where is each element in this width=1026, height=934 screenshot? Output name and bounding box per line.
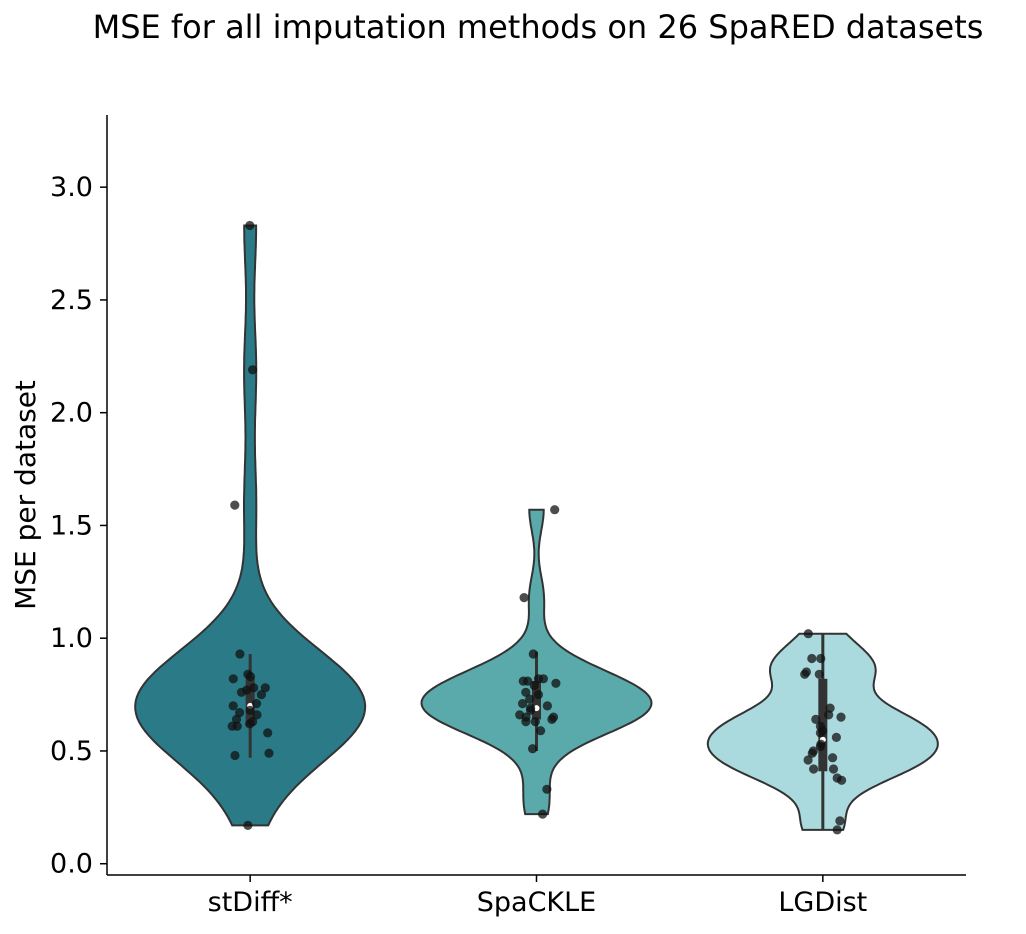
- data-point: [252, 710, 262, 720]
- data-point: [245, 671, 255, 682]
- data-point: [260, 683, 270, 693]
- data-point: [547, 714, 557, 725]
- y-axis-label: MSE per dataset: [9, 380, 42, 610]
- data-point: [536, 726, 546, 736]
- x-tick-label: SpaCKLE: [477, 887, 596, 918]
- data-point: [228, 674, 238, 684]
- data-point: [231, 714, 242, 725]
- data-point: [803, 629, 813, 639]
- violin-stdiff: [134, 224, 367, 827]
- data-point: [828, 764, 839, 774]
- data-point: [230, 500, 240, 510]
- data-point: [518, 699, 528, 709]
- data-point: [542, 784, 552, 794]
- data-point: [519, 593, 529, 603]
- data-point: [814, 669, 824, 679]
- data-point: [835, 816, 845, 826]
- data-point: [518, 676, 528, 686]
- data-point: [263, 728, 273, 738]
- data-point: [837, 775, 847, 785]
- data-point: [245, 705, 255, 716]
- chart-title: MSE for all imputation methods on 26 Spa…: [93, 8, 984, 46]
- data-point: [809, 764, 819, 774]
- data-point: [551, 678, 561, 688]
- data-point: [521, 687, 531, 697]
- iqr-box: [532, 681, 541, 720]
- data-point: [803, 755, 813, 765]
- x-tick-label: stDiff*: [208, 887, 293, 918]
- y-tick-label: 1.0: [50, 623, 93, 654]
- data-point: [521, 717, 531, 727]
- data-point: [230, 750, 240, 761]
- data-point: [228, 701, 238, 711]
- plot-area: [134, 220, 939, 835]
- data-point: [815, 741, 826, 752]
- y-tick-label: 2.5: [50, 285, 93, 316]
- y-tick-label: 3.0: [50, 172, 93, 203]
- data-point: [235, 649, 245, 659]
- data-point: [538, 809, 548, 819]
- data-point: [251, 699, 262, 709]
- data-point: [807, 653, 817, 664]
- data-point: [243, 820, 253, 831]
- data-point: [828, 753, 838, 763]
- data-point: [831, 732, 842, 743]
- data-point: [815, 728, 826, 738]
- iqr-box: [245, 676, 255, 727]
- data-point: [836, 712, 846, 722]
- data-point: [249, 683, 259, 693]
- data-point: [248, 365, 258, 375]
- data-point: [530, 717, 540, 727]
- data-point: [264, 748, 274, 758]
- data-point: [256, 690, 266, 700]
- data-point: [529, 681, 539, 691]
- data-point: [525, 705, 536, 716]
- data-point: [542, 701, 553, 711]
- y-tick-label: 0.0: [50, 849, 93, 880]
- data-point: [227, 721, 237, 731]
- data-point: [245, 719, 255, 729]
- data-point: [800, 669, 810, 679]
- data-point: [528, 744, 538, 754]
- data-point: [525, 694, 535, 704]
- data-point: [550, 505, 560, 515]
- data-point: [236, 687, 247, 697]
- data-point: [824, 710, 834, 720]
- y-tick-label: 0.5: [50, 736, 93, 767]
- data-point: [245, 220, 255, 231]
- data-point: [538, 674, 549, 684]
- y-tick-label: 1.5: [50, 510, 93, 541]
- data-point: [533, 690, 544, 700]
- data-point: [528, 649, 538, 659]
- data-point: [832, 825, 842, 835]
- y-tick-label: 2.0: [50, 398, 93, 429]
- data-point: [811, 714, 821, 725]
- axes: 0.0 0.5 1.0 1.5 2.0 2.5 3.0 stDiff* SpaCKLE LGDis…: [50, 115, 966, 918]
- data-point: [807, 748, 817, 758]
- data-point: [816, 653, 826, 664]
- x-tick-label: LGDist: [778, 887, 867, 918]
